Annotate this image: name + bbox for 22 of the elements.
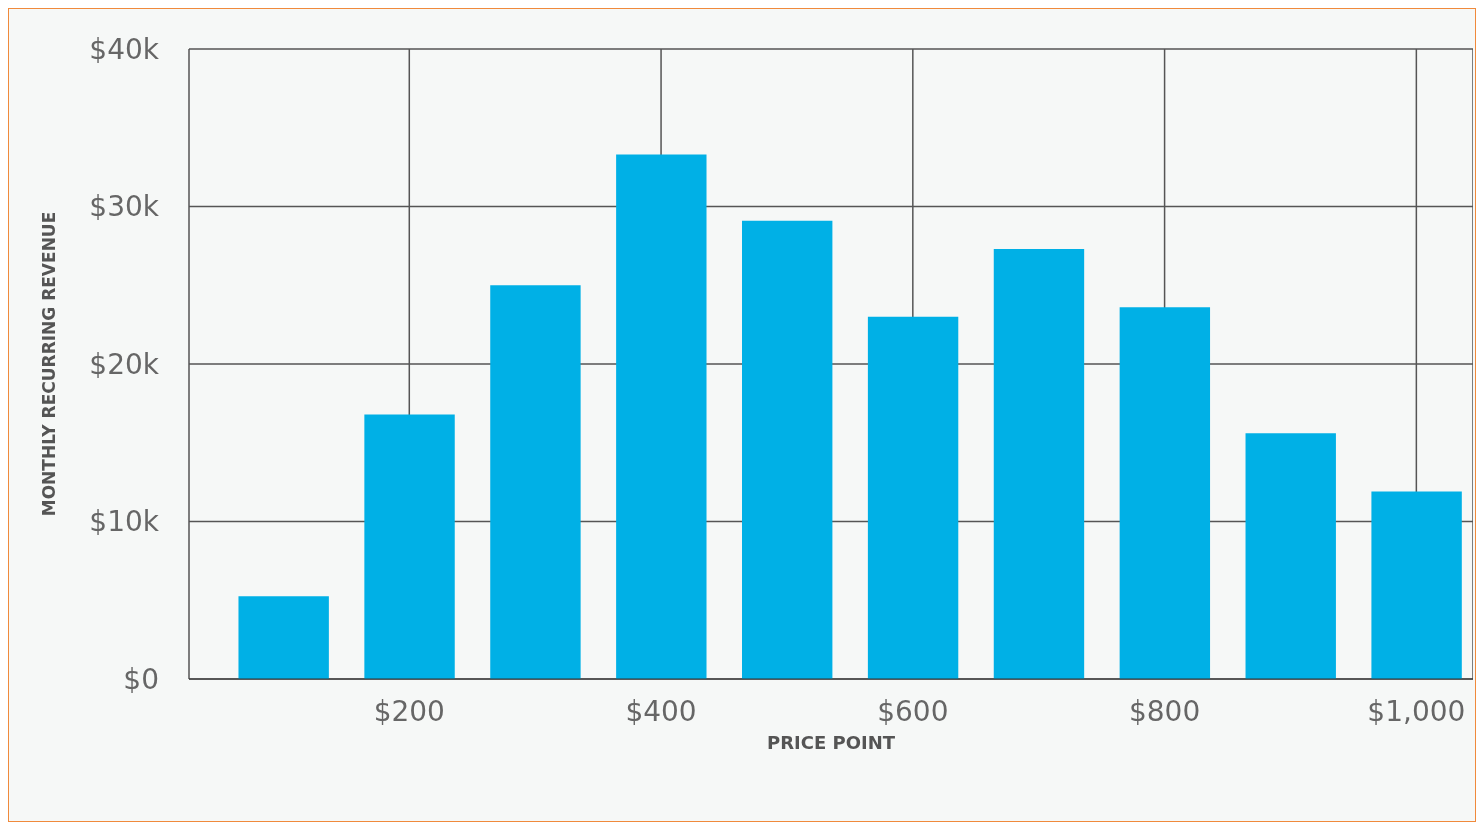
- bar: [1119, 307, 1211, 679]
- bar: [616, 154, 707, 679]
- bar: [1245, 433, 1336, 679]
- y-tick-label: $10k: [89, 505, 160, 539]
- x-tick-label: $800: [1128, 694, 1201, 728]
- bar: [1371, 491, 1462, 679]
- y-tick-label: $0: [123, 662, 159, 696]
- bar: [238, 596, 329, 679]
- bar: [993, 249, 1085, 679]
- bar: [364, 414, 455, 679]
- x-axis-title: PRICE POINT: [766, 732, 896, 753]
- y-tick-label: $30k: [89, 190, 160, 224]
- x-tick-label: $200: [373, 694, 445, 728]
- bar: [867, 316, 959, 679]
- y-tick-label: $40k: [89, 32, 160, 66]
- bar: [490, 285, 581, 679]
- x-tick-label: $1,000: [1367, 694, 1466, 728]
- bar: [742, 220, 833, 679]
- y-axis-title: MONTHLY RECURRING REVENUE: [39, 211, 60, 517]
- x-tick-label: $400: [625, 694, 697, 728]
- y-tick-label: $20k: [89, 347, 160, 381]
- x-tick-label: $600: [877, 694, 949, 728]
